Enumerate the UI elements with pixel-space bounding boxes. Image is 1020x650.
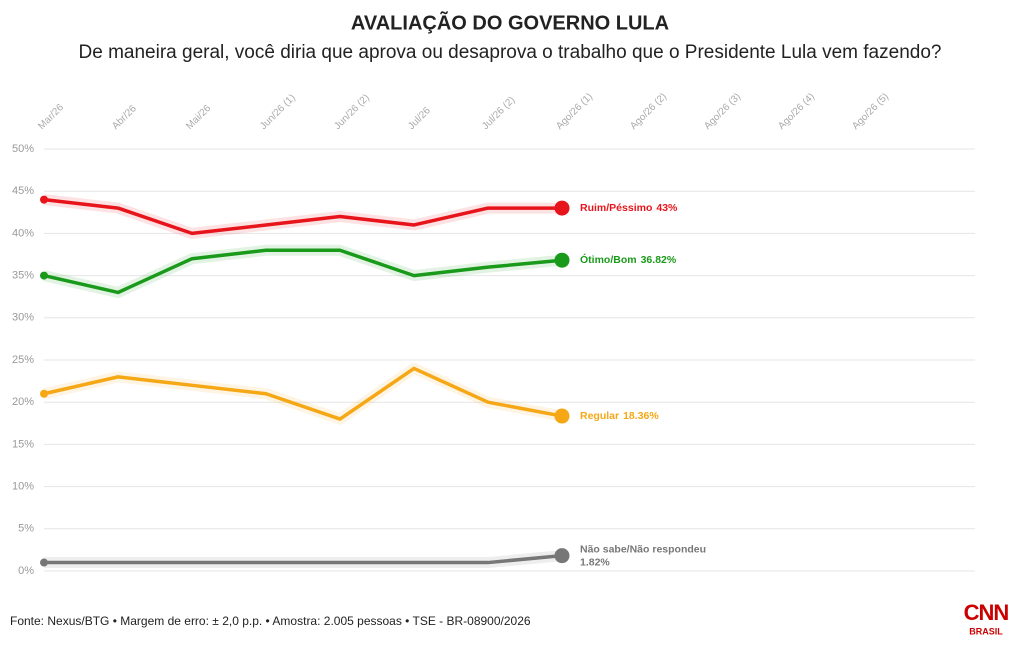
start-dot <box>40 195 48 204</box>
end-dot <box>554 252 570 268</box>
series-name: Ótimo/Bom <box>580 253 637 266</box>
y-tick-label: 50% <box>12 143 34 155</box>
y-tick-label: 5% <box>18 523 34 535</box>
series-name: Não sabe/Não respondeu <box>580 543 706 555</box>
end-label: Não sabe/Não respondeu 1.82% <box>580 543 706 568</box>
chart-title: AVALIAÇÃO DO GOVERNO LULA <box>351 11 669 34</box>
value-label: 43% <box>656 202 678 214</box>
y-tick-label: 25% <box>12 354 34 366</box>
line <box>43 366 563 421</box>
end-label: Ótimo/Bom 36.82% <box>580 253 677 266</box>
end-label: Ruim/Péssimo 43% <box>580 202 678 214</box>
y-tick-label: 40% <box>12 227 34 239</box>
value-label: 1.82% <box>580 556 610 568</box>
line <box>43 197 562 236</box>
logo-sub: BRASIL <box>969 626 1003 636</box>
y-tick-label: 0% <box>18 565 34 577</box>
line <box>43 248 563 295</box>
value-label: 36.82% <box>641 254 677 266</box>
start-dot <box>40 271 48 280</box>
y-tick-label: 30% <box>12 312 34 324</box>
end-dot <box>554 548 570 564</box>
value-label: 18.36% <box>623 410 659 422</box>
source-note: Fonte: Nexus/BTG • Margem de erro: ± 2,0… <box>10 614 531 628</box>
start-dot <box>40 389 48 398</box>
start-dot <box>40 558 48 567</box>
y-tick-label: 15% <box>12 438 34 450</box>
end-label: Regular 18.36% <box>580 410 659 422</box>
end-dot <box>554 200 570 216</box>
logo-brand: CNN <box>964 600 1009 625</box>
y-tick-label: 10% <box>12 481 34 493</box>
chart-subtitle: De maneira geral, você diria que aprova … <box>79 42 942 63</box>
line <box>44 553 563 565</box>
end-dot <box>554 408 570 424</box>
y-tick-label: 20% <box>12 396 34 408</box>
y-tick-label: 45% <box>12 185 34 197</box>
series-name: Ruim/Péssimo <box>580 202 652 214</box>
series-name: Regular <box>580 410 619 422</box>
y-tick-label: 35% <box>12 270 34 282</box>
